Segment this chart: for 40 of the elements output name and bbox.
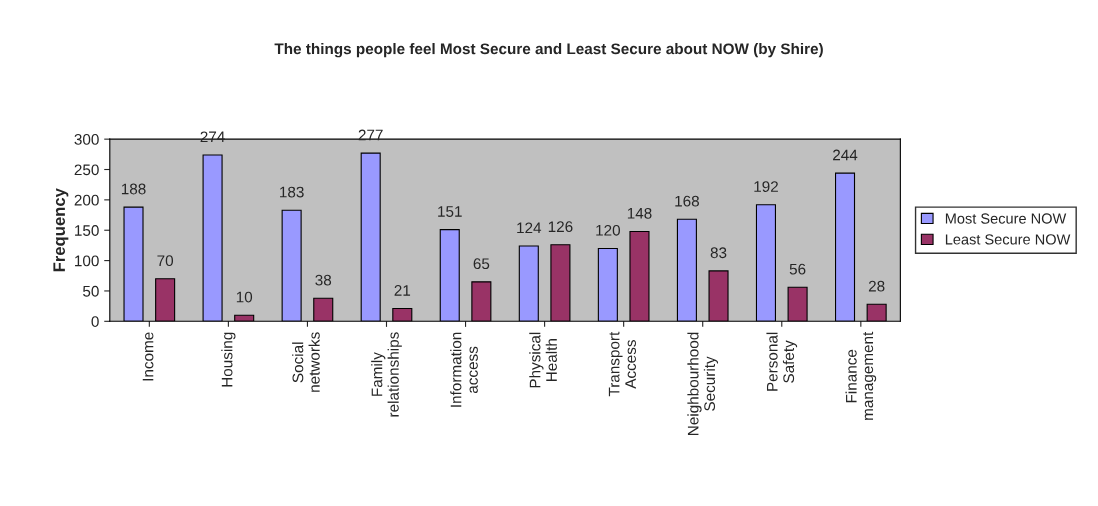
data-label: 188 xyxy=(121,183,146,195)
legend-label: Least Secure NOW xyxy=(945,234,1071,245)
data-label: 70 xyxy=(157,255,174,267)
data-label: 65 xyxy=(473,258,490,270)
x-tick-label: Personal Safety xyxy=(766,332,798,391)
data-label: 126 xyxy=(548,221,573,233)
data-label: 244 xyxy=(833,149,858,161)
x-tick-label: Social networks xyxy=(292,332,320,392)
data-label: 38 xyxy=(315,274,332,286)
y-tick-label: 50 xyxy=(83,285,99,297)
data-label: 83 xyxy=(710,247,727,259)
y-tick-label: 250 xyxy=(74,164,99,176)
data-label: 120 xyxy=(596,224,620,236)
data-label: 21 xyxy=(394,285,411,296)
data-label: 151 xyxy=(438,206,462,217)
data-label: 148 xyxy=(627,207,652,219)
data-label: 183 xyxy=(280,186,304,198)
data-label: 124 xyxy=(517,222,542,234)
data-label: 28 xyxy=(868,280,885,292)
y-tick-label: 200 xyxy=(74,194,99,206)
x-tick-label: Information access xyxy=(450,332,478,407)
y-tick-label: 100 xyxy=(75,255,99,267)
y-tick-label: 300 xyxy=(74,134,99,145)
data-label: 168 xyxy=(675,195,699,207)
y-axis-title: Frequency xyxy=(53,188,69,272)
y-tick-label: 150 xyxy=(75,225,99,236)
x-tick-label: Family relationships xyxy=(371,332,402,417)
data-label: 277 xyxy=(358,129,383,141)
data-label: 56 xyxy=(789,263,806,275)
data-label: 10 xyxy=(236,291,253,303)
x-tick-label: Neighbourhood Security xyxy=(687,332,719,435)
x-tick-label: Housing xyxy=(221,332,236,387)
x-tick-label: Finance management xyxy=(845,331,877,420)
y-tick-label: 0 xyxy=(91,316,99,327)
legend-label: Most Secure NOW xyxy=(945,213,1067,224)
x-tick-label: Income xyxy=(142,332,154,381)
x-tick-label: Physical Health xyxy=(529,332,557,388)
x-tick-label: Transport Access xyxy=(608,331,636,397)
data-label: 192 xyxy=(754,181,778,192)
chart-title: The things people feel Most Secure and Least Secure about NOW (by Shire) xyxy=(274,43,823,58)
